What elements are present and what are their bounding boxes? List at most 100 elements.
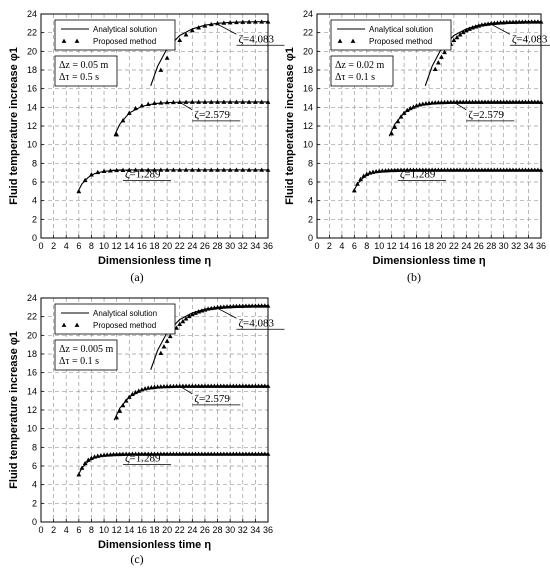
proposed-marker (538, 167, 544, 172)
proposed-marker (130, 391, 135, 397)
proposed-marker (442, 49, 447, 55)
proposed-marker (532, 167, 538, 172)
proposed-marker (473, 167, 479, 172)
x-tick-label: 6 (76, 241, 81, 251)
proposed-marker (237, 451, 243, 456)
y-tick-label: 0 (32, 233, 37, 243)
proposed-marker (252, 167, 258, 172)
analytical-curve-1 (77, 169, 268, 193)
proposed-marker (454, 34, 460, 40)
proposed-marker (240, 19, 246, 24)
proposed-marker (180, 318, 186, 324)
x-tick-label: 32 (238, 525, 248, 535)
proposed-marker (467, 99, 472, 104)
proposed-marker (145, 101, 151, 106)
proposed-marker (152, 100, 157, 106)
proposed-marker (351, 188, 357, 193)
param-text: Δτ = 0.5 s (59, 72, 99, 83)
x-tick-label: 0 (314, 241, 319, 251)
proposed-marker (208, 21, 214, 27)
x-tick-label: 10 (99, 241, 109, 251)
proposed-marker (230, 451, 236, 456)
proposed-marker (516, 99, 522, 104)
proposed-marker (256, 303, 261, 308)
y-axis-label: Fluid temperature increase φ1 (8, 331, 20, 489)
proposed-marker (164, 99, 170, 105)
x-tick-label: 34 (250, 525, 260, 535)
y-tick-label: 16 (303, 84, 313, 94)
proposed-marker (227, 167, 233, 172)
x-tick-label: 28 (213, 241, 223, 251)
proposed-marker (199, 383, 205, 388)
y-tick-label: 24 (27, 9, 37, 19)
x-tick-label: 10 (99, 525, 109, 535)
proposed-marker (495, 20, 500, 25)
proposed-marker (171, 383, 176, 389)
x-tick-label: 20 (436, 241, 446, 251)
zeta-annotation: ζ=2.579 (194, 393, 230, 405)
proposed-marker (389, 131, 395, 136)
x-tick-label: 10 (374, 241, 384, 251)
proposed-marker (186, 451, 192, 456)
y-tick-label: 0 (32, 517, 37, 527)
y-tick-label: 10 (27, 424, 37, 434)
proposed-marker (495, 167, 500, 172)
proposed-marker (82, 460, 88, 466)
proposed-marker (234, 19, 239, 25)
proposed-marker (120, 402, 126, 408)
x-axis-label: Dimensionless time η (98, 539, 211, 551)
annotation-leader (110, 453, 123, 455)
proposed-marker (224, 304, 230, 309)
proposed-marker (491, 167, 497, 172)
x-tick-label: 32 (511, 241, 521, 251)
proposed-marker (485, 167, 491, 172)
proposed-marker (249, 451, 255, 456)
proposed-marker (123, 451, 129, 456)
zeta-annotation: ζ=1.289 (125, 453, 161, 465)
proposed-marker (193, 451, 198, 456)
proposed-marker (161, 451, 167, 456)
x-tick-label: 18 (424, 241, 434, 251)
proposed-marker (240, 451, 246, 456)
proposed-marker (519, 167, 525, 172)
x-tick-label: 22 (175, 525, 185, 535)
x-tick-label: 0 (38, 525, 43, 535)
x-tick-label: 22 (449, 241, 459, 251)
legend-entry-analytical: Analytical solution (93, 309, 157, 318)
legend-marker-swatch (337, 38, 343, 43)
proposed-marker (249, 383, 255, 388)
proposed-marker (442, 99, 447, 105)
y-tick-label: 12 (27, 121, 37, 131)
x-tick-label: 30 (225, 525, 235, 535)
proposed-marker (358, 176, 363, 182)
proposed-marker (227, 99, 233, 104)
proposed-marker (95, 169, 101, 175)
proposed-marker (526, 19, 531, 24)
y-tick-label: 8 (32, 158, 37, 168)
proposed-marker (243, 383, 249, 388)
proposed-marker (183, 32, 189, 37)
proposed-marker (445, 167, 451, 172)
y-tick-label: 12 (303, 121, 313, 131)
proposed-marker (426, 167, 432, 172)
x-tick-label: 14 (399, 241, 409, 251)
x-tick-label: 4 (64, 525, 69, 535)
zeta-annotation: ζ=2.579 (468, 109, 504, 121)
proposed-marker (417, 167, 423, 172)
proposed-marker (136, 451, 142, 456)
proposed-marker (513, 99, 519, 104)
proposed-marker (183, 451, 189, 456)
y-tick-label: 18 (27, 65, 37, 75)
proposed-marker (205, 451, 211, 456)
proposed-marker (451, 37, 457, 43)
proposed-marker (196, 99, 202, 104)
proposed-marker (535, 167, 541, 172)
x-axis-label: Dimensionless time η (98, 255, 211, 267)
proposed-marker (516, 167, 522, 172)
x-tick-label: 26 (200, 525, 210, 535)
y-tick-label: 6 (32, 177, 37, 187)
y-tick-label: 24 (303, 9, 313, 19)
proposed-marker (401, 110, 407, 115)
proposed-marker (130, 451, 135, 456)
proposed-marker (246, 451, 252, 456)
